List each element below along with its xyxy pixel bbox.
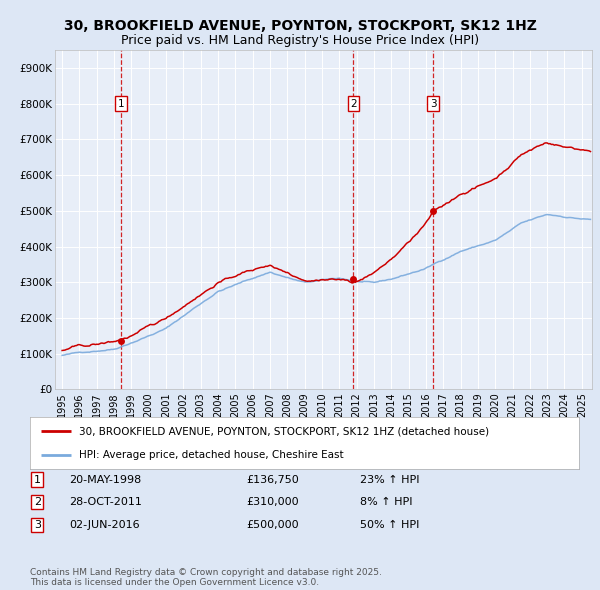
Text: 20-MAY-1998: 20-MAY-1998 [69, 475, 141, 484]
Text: £310,000: £310,000 [246, 497, 299, 507]
Text: 02-JUN-2016: 02-JUN-2016 [69, 520, 140, 530]
Text: 30, BROOKFIELD AVENUE, POYNTON, STOCKPORT, SK12 1HZ: 30, BROOKFIELD AVENUE, POYNTON, STOCKPOR… [64, 19, 536, 33]
Text: 2: 2 [34, 497, 41, 507]
Text: 2: 2 [350, 99, 357, 109]
Text: 8% ↑ HPI: 8% ↑ HPI [360, 497, 413, 507]
Text: 23% ↑ HPI: 23% ↑ HPI [360, 475, 419, 484]
Text: 30, BROOKFIELD AVENUE, POYNTON, STOCKPORT, SK12 1HZ (detached house): 30, BROOKFIELD AVENUE, POYNTON, STOCKPOR… [79, 426, 490, 436]
Text: Contains HM Land Registry data © Crown copyright and database right 2025.
This d: Contains HM Land Registry data © Crown c… [30, 568, 382, 587]
Text: Price paid vs. HM Land Registry's House Price Index (HPI): Price paid vs. HM Land Registry's House … [121, 34, 479, 47]
Text: 1: 1 [34, 475, 41, 484]
Text: 50% ↑ HPI: 50% ↑ HPI [360, 520, 419, 530]
Text: £500,000: £500,000 [246, 520, 299, 530]
Text: 1: 1 [118, 99, 124, 109]
Text: £136,750: £136,750 [246, 475, 299, 484]
Text: HPI: Average price, detached house, Cheshire East: HPI: Average price, detached house, Ches… [79, 450, 344, 460]
Text: 3: 3 [34, 520, 41, 530]
Text: 3: 3 [430, 99, 436, 109]
Text: 28-OCT-2011: 28-OCT-2011 [69, 497, 142, 507]
